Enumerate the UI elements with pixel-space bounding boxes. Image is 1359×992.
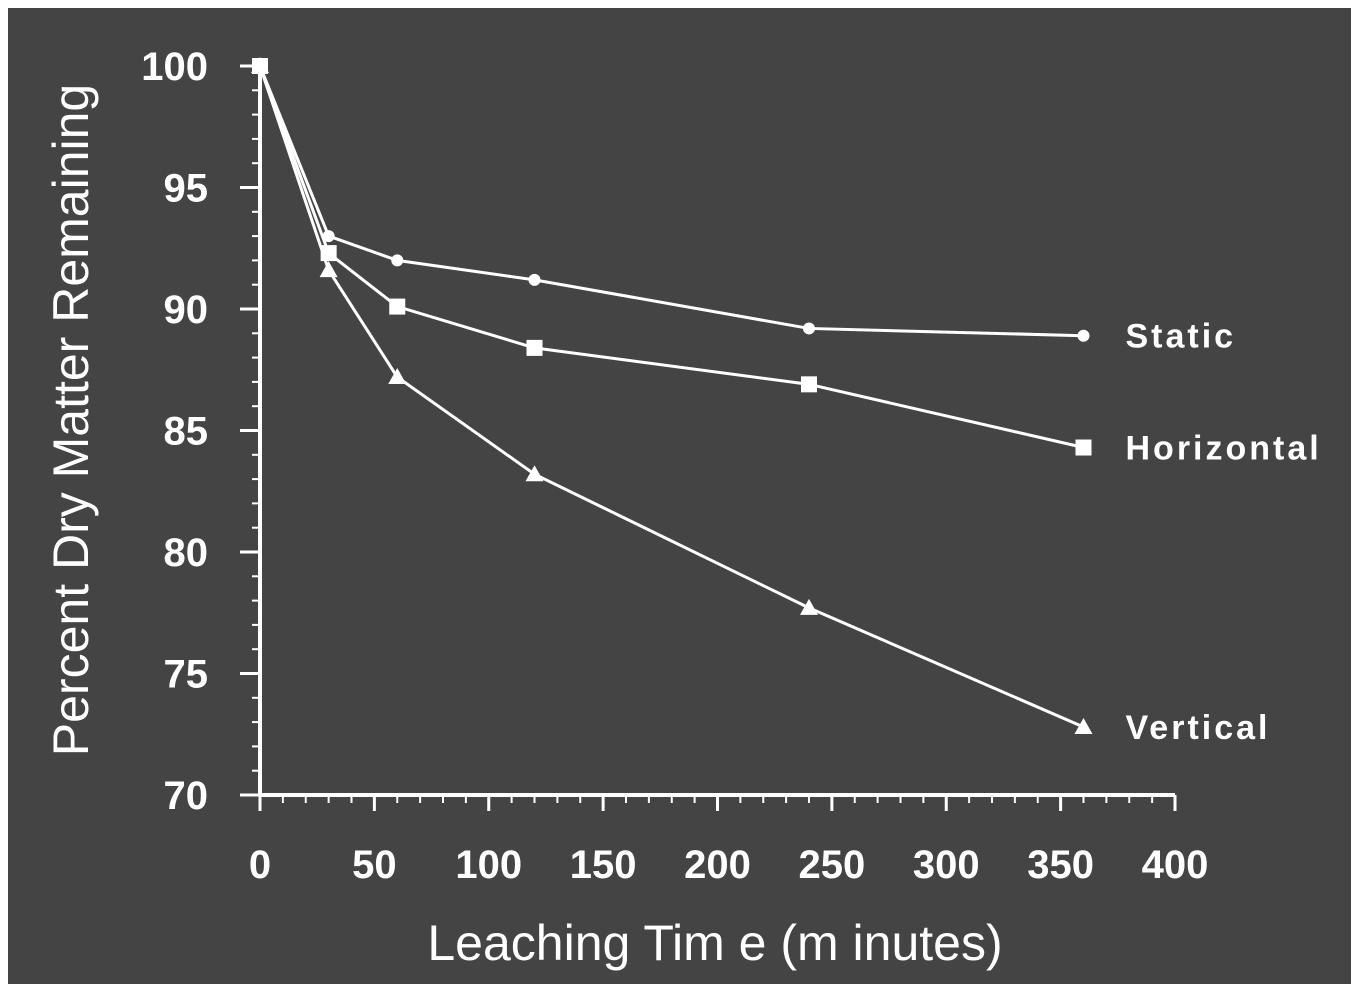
series-markers [251,57,1093,734]
triangle-marker [319,261,338,278]
triangle-marker [251,57,269,73]
circle-marker [1077,329,1090,342]
y-tick-labels: 70 75 80 85 90 95 100 [141,45,208,818]
series-line-vertical [258,65,1085,729]
y-axis-title: Percent Dry Matter Remaining [43,84,99,756]
x-tick-label: 50 [352,843,397,887]
x-tick-label: 350 [1027,843,1094,887]
y-tick-label: 85 [164,410,209,454]
x-tick-label: 100 [455,843,522,887]
chart-panel [8,8,1351,984]
series-line-static [258,65,1084,338]
square-marker [1075,439,1092,456]
square-marker [320,245,337,262]
triangle-marker [525,465,544,482]
series-label-horizontal: Horizontal [1126,430,1322,468]
y-tick-label: 90 [164,288,209,332]
triangle-marker [1074,717,1093,734]
triangle-marker [800,598,818,615]
axes [240,60,1177,811]
y-tick-label: 95 [164,167,209,211]
x-tick-label: 200 [684,843,751,887]
circle-marker [391,254,404,267]
series-label-static: Static [1126,318,1237,356]
x-tick-label: 250 [799,843,866,887]
x-tick-label: 400 [1142,843,1209,887]
square-marker [801,376,817,393]
series-line-horizontal [258,65,1084,449]
circle-marker [322,230,335,243]
triangle-marker [388,368,407,385]
y-tick-label: 80 [164,531,209,575]
circle-marker [803,322,815,335]
x-tick-labels: 0 50 100 150 200 250 300 350 400 [249,843,1209,887]
circle-marker [528,273,541,286]
x-axis-title: Leaching Tim e (m inutes) [427,915,1002,971]
square-marker [389,298,406,315]
series-labels: Static Horizontal Vertical [1126,318,1322,747]
y-tick-label: 100 [141,45,208,89]
series-label-vertical: Vertical [1126,709,1271,747]
square-marker [526,339,543,356]
x-tick-label: 0 [249,843,271,887]
y-tick-label: 75 [164,653,209,697]
y-tick-label: 70 [164,774,209,818]
x-tick-label: 300 [913,843,980,887]
x-tick-label: 150 [570,843,637,887]
series-lines [258,65,1085,729]
